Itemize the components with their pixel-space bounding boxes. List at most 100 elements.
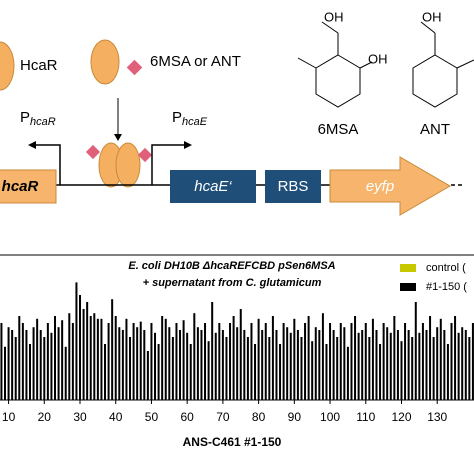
bar xyxy=(429,316,432,400)
bar xyxy=(271,316,274,400)
bar xyxy=(296,330,299,400)
bar xyxy=(218,323,221,400)
bar xyxy=(246,337,249,400)
bar xyxy=(207,341,210,400)
bar xyxy=(279,344,282,400)
bar xyxy=(329,323,332,400)
hydroxyl: OH xyxy=(368,51,388,66)
bar xyxy=(143,330,146,400)
x-tick-label: 70 xyxy=(216,410,230,424)
x-tick-label: 90 xyxy=(288,410,302,424)
promoter-main: P xyxy=(20,109,30,126)
bar xyxy=(250,323,253,400)
bar xyxy=(336,337,339,400)
bar xyxy=(325,344,328,400)
bar xyxy=(307,316,310,400)
bar xyxy=(89,316,92,400)
arrowhead xyxy=(184,141,192,149)
promoter-arrow xyxy=(151,144,185,185)
bar xyxy=(393,316,396,400)
x-tick-label: 30 xyxy=(73,410,87,424)
bar xyxy=(168,327,171,400)
bar xyxy=(0,323,3,400)
bar xyxy=(43,337,46,400)
bar xyxy=(39,330,42,400)
bar xyxy=(236,327,239,400)
bar xyxy=(243,330,246,400)
bond xyxy=(297,57,317,69)
bar xyxy=(107,323,110,400)
x-tick-label: 110 xyxy=(356,410,375,424)
bar xyxy=(232,316,235,400)
chart-subtitle: + supernatant from C. glutamicum xyxy=(143,277,322,289)
bar xyxy=(454,316,457,400)
bar xyxy=(111,299,114,400)
bar xyxy=(139,321,142,400)
bar xyxy=(396,330,399,400)
bar xyxy=(425,330,428,400)
bar xyxy=(361,330,364,400)
bar xyxy=(32,327,35,400)
bar xyxy=(446,344,449,400)
bar xyxy=(21,323,24,400)
bar xyxy=(225,337,228,400)
bar xyxy=(114,316,117,400)
bar xyxy=(364,323,367,400)
legend-swatch xyxy=(400,264,416,272)
promoter-label: PhcaR xyxy=(20,109,56,128)
promoter-arrow xyxy=(35,144,61,185)
bar xyxy=(96,318,99,400)
bar xyxy=(132,323,135,400)
x-tick-label: 10 xyxy=(2,410,16,424)
bar xyxy=(204,323,207,400)
bar xyxy=(407,330,410,400)
bar xyxy=(68,313,71,400)
bar xyxy=(375,330,378,400)
bar xyxy=(214,332,217,400)
bar xyxy=(421,323,424,400)
bar xyxy=(104,344,107,400)
bar xyxy=(193,313,196,400)
bar xyxy=(311,341,314,400)
bar xyxy=(82,309,85,400)
bar xyxy=(404,323,407,400)
bond xyxy=(359,61,373,69)
promoter-label: PhcaE xyxy=(172,109,208,128)
promoter-sub: hcaR xyxy=(30,116,56,128)
x-tick-label: 120 xyxy=(391,410,411,424)
ligand-label: 6MSA or ANT xyxy=(150,53,241,70)
bar xyxy=(289,332,292,400)
bar xyxy=(154,332,157,400)
bar xyxy=(161,316,164,400)
bar xyxy=(229,323,232,400)
x-tick-label: 50 xyxy=(145,410,159,424)
x-axis-label: ANS-C461 #1-150 xyxy=(183,435,282,449)
bar xyxy=(150,323,153,400)
legend-swatch xyxy=(400,283,416,291)
bar xyxy=(464,330,467,400)
legend-label: control ( xyxy=(426,262,466,274)
legend-label: #1-150 ( xyxy=(426,281,467,293)
bar xyxy=(211,302,214,400)
bar xyxy=(75,282,78,400)
bar xyxy=(436,327,439,400)
bar xyxy=(14,337,17,400)
bar xyxy=(146,351,149,400)
plot: 10 20 30 40 50 60 70 80 90 100 110 120 130 control (#… xyxy=(0,262,474,424)
bar xyxy=(439,318,442,400)
bar xyxy=(46,323,49,400)
bar xyxy=(57,327,60,400)
gene-box xyxy=(170,170,256,203)
bar xyxy=(257,318,260,400)
bar xyxy=(411,337,414,400)
bar xyxy=(414,302,417,400)
bar xyxy=(282,323,285,400)
bar xyxy=(314,327,317,400)
bar xyxy=(389,332,392,400)
compound-name: ANT xyxy=(420,121,450,138)
bar xyxy=(50,332,53,400)
bar xyxy=(129,337,132,400)
bar xyxy=(171,337,174,400)
bar xyxy=(64,346,67,400)
